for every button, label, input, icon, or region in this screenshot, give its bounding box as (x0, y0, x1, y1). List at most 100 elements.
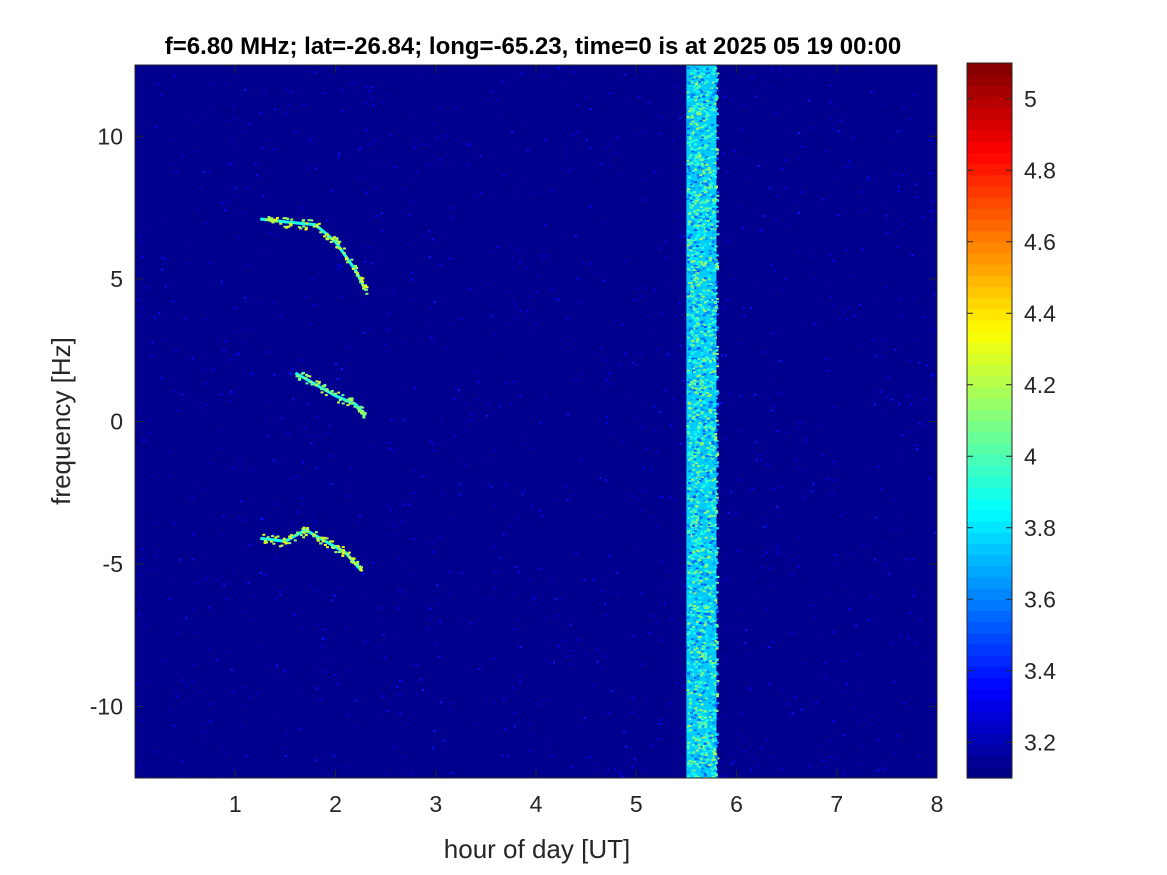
band-speckle (693, 223, 697, 226)
band-speckle (694, 238, 698, 241)
band-speckle (709, 640, 713, 643)
band-speckle (702, 730, 706, 733)
trace-speckle (326, 238, 330, 241)
noise-speckle (550, 741, 553, 744)
band-speckle (700, 718, 704, 721)
band-speckle (691, 654, 695, 657)
noise-speckle (763, 526, 765, 528)
band-speckle (701, 563, 705, 566)
noise-speckle (518, 191, 521, 193)
band-speckle (697, 411, 701, 414)
band-speckle (716, 527, 720, 530)
noise-speckle (487, 598, 490, 601)
band-speckle (687, 672, 690, 675)
band-speckle (692, 122, 696, 124)
noise-speckle (401, 520, 404, 523)
noise-speckle (273, 301, 276, 304)
noise-speckle (380, 212, 383, 215)
band-speckle (701, 130, 705, 133)
noise-speckle (874, 516, 877, 519)
noise-speckle (843, 310, 846, 313)
band-speckle (712, 570, 716, 573)
noise-speckle (929, 219, 932, 222)
noise-speckle (919, 402, 922, 404)
noise-speckle (768, 187, 771, 190)
band-speckle (714, 742, 718, 745)
band-speckle (714, 433, 718, 436)
noise-speckle (393, 449, 396, 452)
band-speckle (686, 453, 690, 456)
noise-speckle (287, 372, 290, 375)
band-speckle (704, 684, 708, 687)
noise-speckle (544, 699, 547, 702)
noise-speckle (836, 555, 839, 558)
noise-speckle (761, 566, 764, 569)
chart-title: f=6.80 MHz; lat=-26.84; long=-65.23, tim… (165, 33, 901, 60)
noise-speckle (551, 754, 553, 757)
band-speckle (715, 233, 719, 236)
band-speckle (714, 329, 718, 332)
band-speckle (704, 301, 707, 304)
band-speckle (713, 544, 717, 547)
band-speckle (709, 315, 712, 318)
colorbar-step (967, 331, 1012, 343)
band-speckle (715, 551, 719, 554)
noise-speckle (833, 104, 836, 107)
band-speckle (687, 76, 691, 79)
band-speckle (716, 72, 720, 75)
noise-speckle (863, 208, 866, 211)
noise-speckle (722, 580, 725, 583)
band-speckle (707, 73, 710, 76)
band-speckle (690, 285, 694, 288)
trace-speckle (362, 285, 366, 288)
noise-speckle (770, 86, 772, 89)
noise-speckle (658, 495, 661, 498)
noise-speckle (876, 738, 879, 741)
noise-speckle (831, 305, 834, 308)
noise-speckle (927, 700, 930, 703)
band-speckle (715, 152, 719, 155)
noise-speckle (852, 552, 855, 555)
band-speckle (712, 505, 716, 508)
band-speckle (699, 681, 703, 684)
trace-speckle (269, 540, 273, 543)
band-speckle (708, 360, 712, 362)
band-speckle (686, 329, 690, 331)
noise-speckle (376, 712, 378, 715)
band-speckle (704, 156, 708, 159)
noise-speckle (677, 215, 679, 218)
band-speckle (689, 702, 692, 705)
band-speckle (694, 484, 698, 487)
noise-speckle (439, 158, 442, 161)
band-speckle (703, 144, 707, 147)
band-speckle (708, 442, 712, 444)
noise-speckle (897, 190, 900, 192)
band-speckle (704, 388, 708, 391)
noise-speckle (191, 680, 194, 683)
band-speckle (707, 308, 710, 311)
band-speckle (704, 72, 708, 75)
band-speckle (709, 736, 713, 739)
band-speckle (715, 625, 719, 628)
band-speckle (712, 476, 716, 479)
band-speckle (693, 525, 697, 528)
band-speckle (692, 626, 696, 629)
trace-speckle (266, 536, 270, 539)
band-speckle (709, 228, 713, 231)
band-speckle (686, 587, 690, 590)
trace-speckle (355, 266, 359, 269)
noise-speckle (605, 147, 608, 150)
noise-speckle (592, 351, 595, 354)
noise-speckle (203, 170, 206, 173)
band-speckle (702, 263, 705, 266)
band-speckle (701, 476, 705, 479)
band-speckle (700, 411, 704, 414)
band-speckle (695, 419, 699, 422)
band-speckle (713, 643, 717, 646)
band-speckle (688, 384, 692, 387)
noise-speckle (771, 488, 774, 491)
band-speckle (705, 111, 709, 114)
noise-speckle (822, 198, 825, 201)
band-speckle (700, 349, 704, 352)
band-speckle (714, 82, 718, 85)
